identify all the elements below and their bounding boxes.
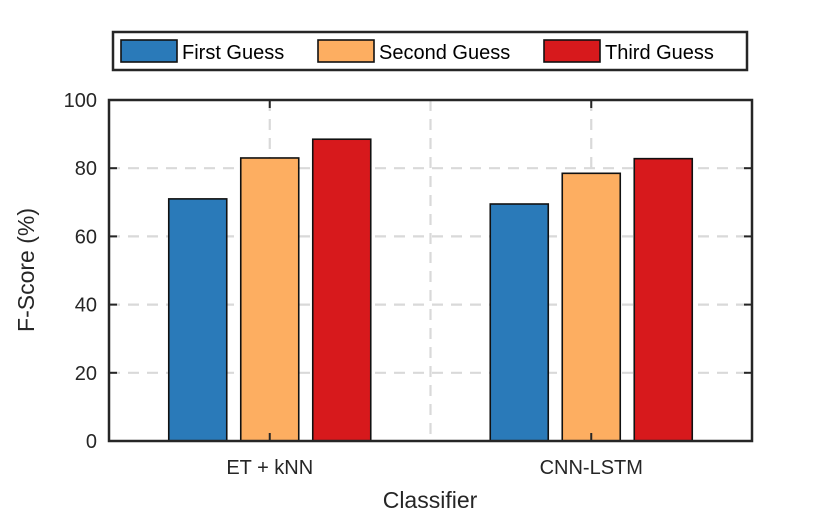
bar-0-2 — [311, 138, 372, 442]
legend-swatch-2 — [543, 39, 601, 63]
legend-label-1: Second Guess — [379, 42, 510, 64]
y-axis-ticks: 0 20 40 60 80 100 — [64, 90, 752, 453]
y-tick-label-1: 20 — [75, 363, 97, 385]
bar-1-0 — [489, 203, 550, 442]
legend: First Guess Second Guess Third Guess — [111, 30, 749, 72]
y-tick-label-3: 60 — [75, 226, 97, 248]
bar-1-1 — [561, 172, 622, 442]
x-axis-ticks: ET + kNN CNN-LSTM — [226, 100, 643, 479]
y-tick-label-4: 80 — [75, 158, 97, 180]
bar-1-2 — [633, 157, 694, 442]
y-tick-label-2: 40 — [75, 295, 97, 317]
bar-0-1 — [239, 157, 300, 442]
y-axis-title: F-Score (%) — [13, 208, 39, 332]
x-tick-label-0: ET + kNN — [226, 457, 313, 479]
x-axis-title: Classifier — [383, 487, 478, 513]
plot-area-frame — [107, 98, 754, 443]
y-tick-label-0: 0 — [86, 431, 97, 453]
legend-swatch-1 — [317, 39, 375, 63]
legend-label-0: First Guess — [182, 42, 284, 64]
legend-box — [111, 30, 749, 72]
legend-swatch-0 — [120, 39, 178, 63]
x-tick-label-1: CNN-LSTM — [540, 457, 643, 479]
bar-0-0 — [167, 198, 228, 442]
y-tick-label-5: 100 — [64, 90, 97, 112]
legend-label-2: Third Guess — [605, 42, 714, 64]
